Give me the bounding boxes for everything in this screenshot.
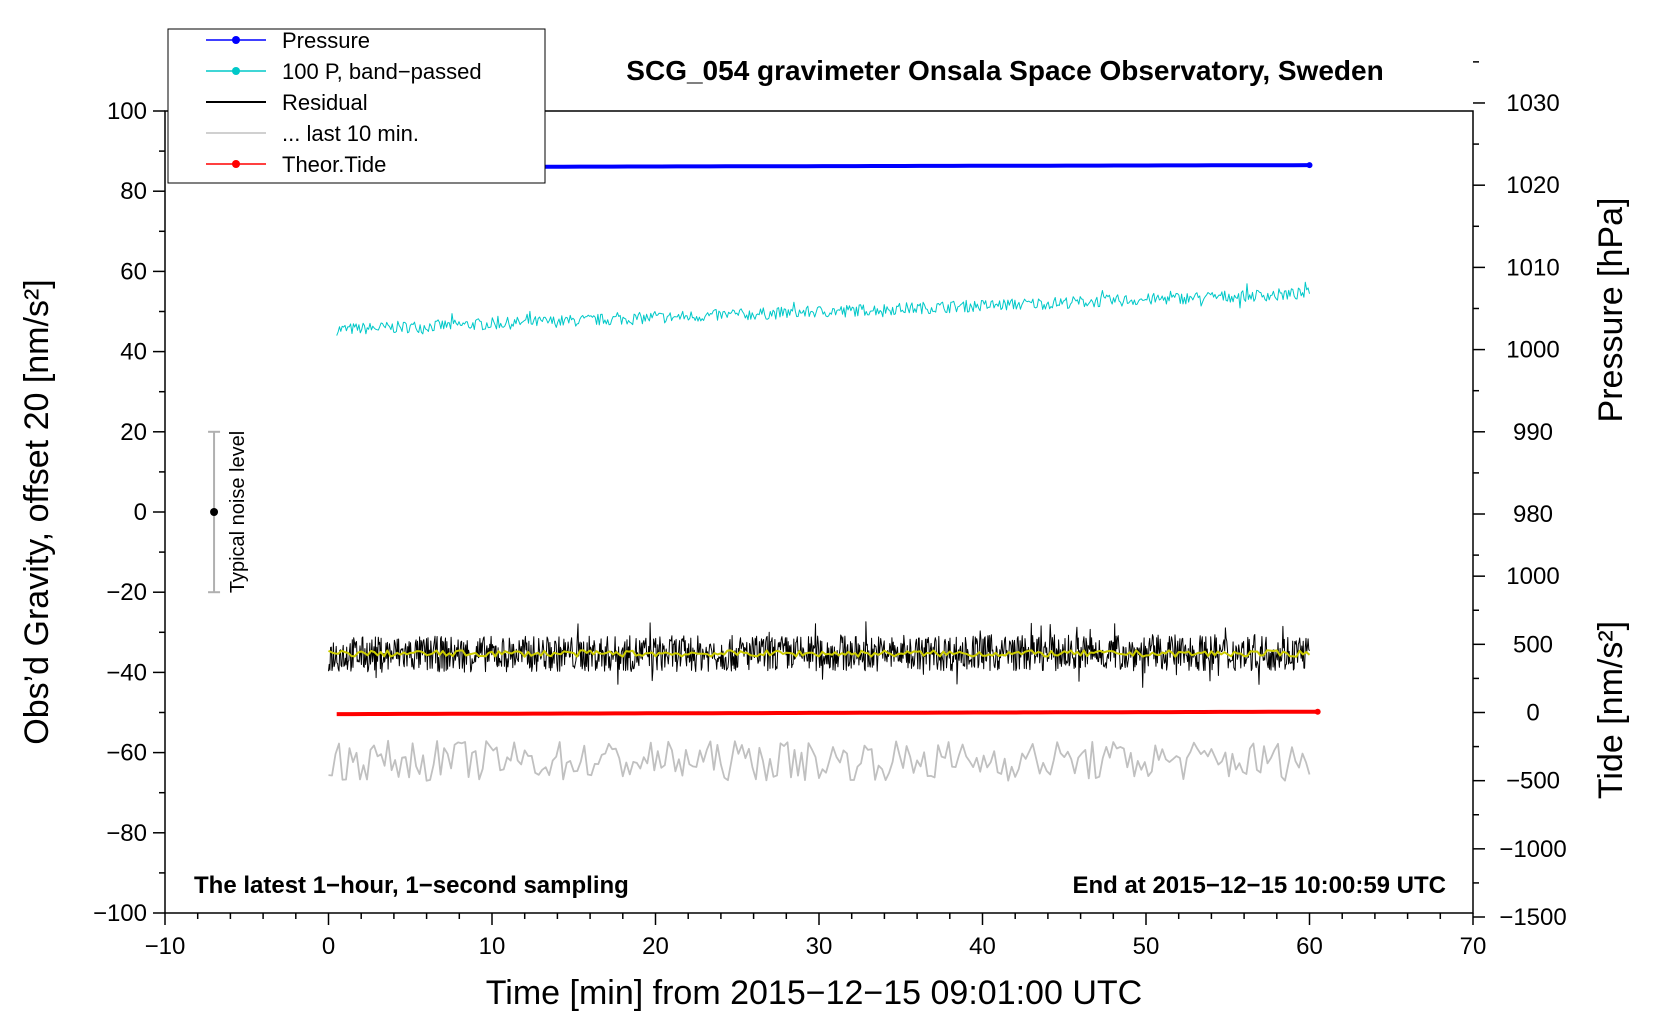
y-tick-label: 20 <box>120 419 147 446</box>
x-tick-label: 40 <box>969 933 996 960</box>
tide-tick-label: 0 <box>1526 700 1539 727</box>
legend-marker <box>232 67 240 75</box>
x-axis-title: Time [min] from 2015−12−15 09:01:00 UTC <box>486 974 1142 1012</box>
x-tick-label: 50 <box>1133 933 1160 960</box>
chart-title: SCG_054 gravimeter Onsala Space Observat… <box>626 55 1383 86</box>
noise-level-indicator <box>208 430 221 594</box>
plot-area <box>328 162 1321 782</box>
y-axis-title-tide: Tide [nm/s²] <box>1592 621 1630 799</box>
plot-frame <box>164 110 1474 914</box>
series-line <box>336 281 1310 336</box>
x-tick-label: 0 <box>322 933 335 960</box>
legend-label: Theor.Tide <box>282 152 386 177</box>
axes: −10 0 10 20 30 40 50 60 70100806040200−20−40−60−… <box>93 61 1567 960</box>
y-tick-label: 0 <box>134 499 147 526</box>
y-axis-title-left: Obs’d Gravity, offset 20 [nm/s²] <box>18 279 56 744</box>
y-tick-label: −80 <box>106 820 147 847</box>
pressure-tick-label: 1030 <box>1506 90 1559 117</box>
legend-marker <box>232 36 240 44</box>
series-endpoint <box>1306 162 1313 169</box>
annotation-sampling: The latest 1−hour, 1−second sampling <box>194 872 629 899</box>
y-tick-label: −100 <box>93 900 147 927</box>
x-tick-label: 30 <box>806 933 833 960</box>
y-tick-label: 60 <box>120 258 147 285</box>
pressure-tick-label: 1000 <box>1506 337 1559 364</box>
series-endpoint <box>1314 708 1321 715</box>
x-tick-label: 20 <box>642 933 669 960</box>
series-line <box>328 739 1311 782</box>
tide-tick-label: 1000 <box>1506 563 1559 590</box>
y-tick-label: 40 <box>120 339 147 366</box>
series-line <box>336 709 1318 717</box>
legend-marker <box>232 160 240 168</box>
pressure-tick-label: 990 <box>1513 419 1553 446</box>
y-tick-label: −20 <box>106 579 147 606</box>
y-axis-title-pressure: Pressure [hPa] <box>1592 198 1630 423</box>
x-tick-label: 10 <box>479 933 506 960</box>
legend-label: 100 P, band−passed <box>282 59 482 84</box>
legend-label: Residual <box>282 90 368 115</box>
y-tick-label: 80 <box>120 178 147 205</box>
x-tick-label: −10 <box>145 933 186 960</box>
y-tick-label: −60 <box>106 740 147 767</box>
annotation-end-time: End at 2015−12−15 10:00:59 UTC <box>1072 872 1446 899</box>
x-tick-label: 60 <box>1296 933 1323 960</box>
pressure-tick-label: 980 <box>1513 501 1553 528</box>
y-tick-label: 100 <box>107 98 147 125</box>
tide-tick-label: 500 <box>1513 631 1553 658</box>
tide-tick-label: −500 <box>1506 768 1560 795</box>
tide-tick-label: −1500 <box>1499 904 1566 931</box>
pressure-tick-label: 1020 <box>1506 172 1559 199</box>
noise-level-label: Typical noise level <box>227 431 249 593</box>
legend-label: ... last 10 min. <box>282 121 419 146</box>
noise-dot <box>210 508 219 516</box>
tide-tick-label: −1000 <box>1499 836 1566 863</box>
legend-label: Pressure <box>282 28 370 53</box>
series-line <box>328 621 1310 688</box>
legend-box <box>167 28 546 184</box>
pressure-tick-label: 1010 <box>1506 254 1559 281</box>
x-tick-label: 70 <box>1460 933 1487 960</box>
y-tick-label: −40 <box>106 659 147 686</box>
legend: Pressure 100 P, band−passed Residual ... la… <box>167 28 546 184</box>
series-line <box>328 649 1311 658</box>
